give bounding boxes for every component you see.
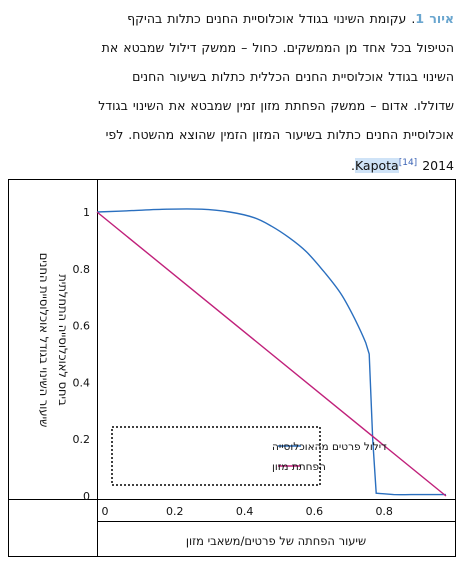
y-axis-label-line-2: ביחס לאוכלוסייה התחלתית <box>56 274 70 406</box>
axis-ticks: 0 0.2 0.4 0.6 0.8 1 0 0.2 0.4 0.6 0.8 <box>73 206 393 518</box>
x-tick-label: 0.8 <box>375 505 393 518</box>
series-line-1 <box>96 211 447 497</box>
figure-caption: איור 1. עקומת השינוי בגודל אוכלוסיית החנ… <box>6 4 454 174</box>
x-tick-label: 0.2 <box>166 505 184 518</box>
reference-year: 2014 <box>422 158 454 174</box>
caption-line-1: עקומת השינוי בגודל אוכלוסיית החנים כתלות… <box>127 11 407 26</box>
x-tick-label: 0.4 <box>236 505 254 518</box>
legend-box <box>111 426 321 486</box>
citation-link[interactable]: [14] <box>398 158 418 168</box>
caption-line-4: שדוללו. אדום – ממשק הפחתת מזון זמין שמבט… <box>98 98 454 113</box>
caption-line-3: השינוי בגודל אוכלוסיית החנים הכללית כתלו… <box>132 69 454 84</box>
caption-reference: Kapota[14] 2014 <box>354 158 454 174</box>
x-tick-label: 0 <box>102 505 109 518</box>
legend-label-thinning: דילול פרטים מהאוכלוסייה <box>272 441 387 453</box>
caption-line-2: הטיפול בכל אחד מן הממשקים. כחול – ממשק ד… <box>101 40 454 55</box>
y-tick-label: 1 <box>83 206 90 219</box>
legend-label-food: הפחתת מזון <box>272 461 326 473</box>
series-line-0 <box>96 208 446 496</box>
caption-dot: . <box>406 11 416 26</box>
y-axis-label-line-1: שיעור השינוי בגודל אוכלוסיית החנים <box>37 253 51 428</box>
legend: דילול פרטים מהאוכלוסייה הפחתת מזון <box>111 426 387 486</box>
figure-label: איור 1 <box>415 11 454 26</box>
y-tick-label: 0.4 <box>73 376 91 389</box>
y-tick-label: 0.2 <box>73 433 91 446</box>
caption-end: . <box>350 158 355 174</box>
y-tick-label: 0.6 <box>73 320 91 333</box>
y-tick-label: 0 <box>83 490 90 503</box>
reference-author: Kapota <box>354 158 399 174</box>
series-layer <box>96 208 447 497</box>
x-axis-label: שיעור הפחתה של פרטים/משאבי מזון <box>186 534 366 548</box>
x-tick-label: 0.6 <box>306 505 324 518</box>
y-tick-label: 0.8 <box>73 263 91 276</box>
caption-line-5: אוכלוסיית החנים כתלות בשיעור המזון הזמין… <box>105 127 454 142</box>
